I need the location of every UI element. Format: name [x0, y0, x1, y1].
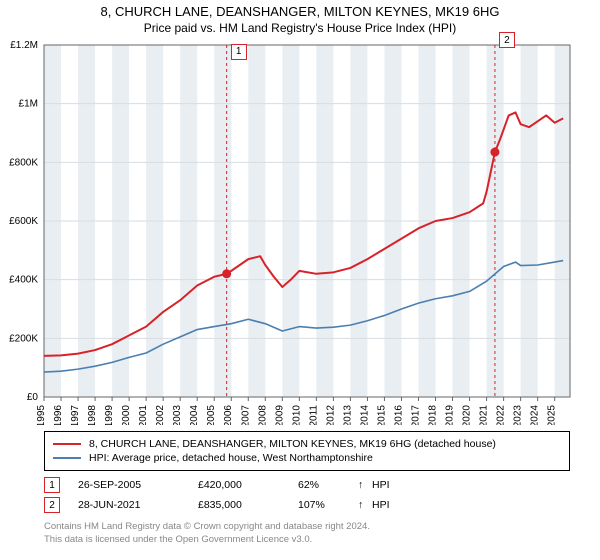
svg-text:2006: 2006 [223, 405, 234, 425]
legend-item: HPI: Average price, detached house, West… [53, 452, 561, 464]
svg-text:2020: 2020 [462, 405, 473, 425]
svg-text:1995: 1995 [36, 405, 47, 425]
up-arrow-icon: ↑ [358, 479, 372, 491]
chart-marker-badge: 2 [499, 32, 515, 48]
line-chart: £0 £200K £400K £600K £800K £1M £1.2M 1995 1996 19… [0, 35, 600, 425]
svg-text:2014: 2014 [359, 405, 370, 425]
svg-text:2013: 2013 [342, 405, 353, 425]
legend-swatch [53, 457, 81, 459]
chart-marker-badge: 1 [231, 44, 247, 60]
title-block: 8, CHURCH LANE, DEANSHANGER, MILTON KEYN… [0, 0, 600, 35]
svg-text:1998: 1998 [87, 405, 98, 425]
event-date: 28-JUN-2021 [78, 499, 198, 511]
svg-text:2009: 2009 [274, 405, 285, 425]
svg-text:2011: 2011 [308, 405, 319, 425]
footer: Contains HM Land Registry data © Crown c… [44, 521, 570, 547]
svg-text:2008: 2008 [257, 405, 268, 425]
chart-area: £0 £200K £400K £600K £800K £1M £1.2M 1995 1996 19… [0, 35, 600, 425]
footer-line-1: Contains HM Land Registry data © Crown c… [44, 521, 570, 534]
svg-text:2018: 2018 [428, 405, 439, 425]
svg-text:£600K: £600K [9, 216, 38, 227]
svg-text:£1.2M: £1.2M [10, 40, 38, 51]
page-title: 8, CHURCH LANE, DEANSHANGER, MILTON KEYN… [0, 4, 600, 19]
svg-text:2010: 2010 [291, 405, 302, 425]
footer-line-2: This data is licensed under the Open Gov… [44, 534, 570, 547]
legend-label: HPI: Average price, detached house, West… [89, 452, 373, 464]
svg-text:£200K: £200K [9, 333, 38, 344]
svg-text:2000: 2000 [121, 405, 132, 425]
legend-label: 8, CHURCH LANE, DEANSHANGER, MILTON KEYN… [89, 438, 496, 450]
svg-text:2023: 2023 [513, 405, 524, 425]
svg-text:2016: 2016 [393, 405, 404, 425]
svg-text:2003: 2003 [172, 405, 183, 425]
svg-text:1999: 1999 [104, 405, 115, 425]
svg-text:1997: 1997 [70, 405, 81, 425]
svg-text:2005: 2005 [206, 405, 217, 425]
svg-text:2012: 2012 [325, 405, 336, 425]
svg-text:2021: 2021 [479, 405, 490, 425]
event-label: HPI [372, 499, 390, 511]
event-price: £420,000 [198, 479, 298, 491]
legend-item: 8, CHURCH LANE, DEANSHANGER, MILTON KEYN… [53, 438, 561, 450]
svg-text:2019: 2019 [445, 405, 456, 425]
svg-text:£400K: £400K [9, 275, 38, 286]
svg-text:2007: 2007 [240, 405, 251, 425]
event-badge: 1 [44, 477, 60, 493]
svg-text:2025: 2025 [547, 405, 558, 425]
event-date: 26-SEP-2005 [78, 479, 198, 491]
event-row: 1 26-SEP-2005£420,00062%↑HPI [44, 477, 570, 493]
event-row: 2 28-JUN-2021£835,000107%↑HPI [44, 497, 570, 513]
event-pct: 62% [298, 479, 358, 491]
event-table: 1 26-SEP-2005£420,00062%↑HPI 2 28-JUN-2021£… [44, 477, 570, 513]
svg-text:2004: 2004 [189, 405, 200, 425]
legend: 8, CHURCH LANE, DEANSHANGER, MILTON KEYN… [44, 431, 570, 471]
svg-text:£0: £0 [27, 392, 39, 403]
svg-text:2022: 2022 [496, 405, 507, 425]
svg-text:£1M: £1M [19, 99, 38, 110]
event-pct: 107% [298, 499, 358, 511]
svg-text:2015: 2015 [376, 405, 387, 425]
svg-text:2017: 2017 [410, 405, 421, 425]
up-arrow-icon: ↑ [358, 499, 372, 511]
event-badge: 2 [44, 497, 60, 513]
svg-text:2001: 2001 [138, 405, 149, 425]
svg-text:1996: 1996 [53, 405, 64, 425]
svg-text:2024: 2024 [530, 405, 541, 425]
legend-swatch [53, 443, 81, 445]
svg-text:£800K: £800K [9, 157, 38, 168]
event-label: HPI [372, 479, 390, 491]
svg-text:2002: 2002 [155, 405, 166, 425]
event-price: £835,000 [198, 499, 298, 511]
